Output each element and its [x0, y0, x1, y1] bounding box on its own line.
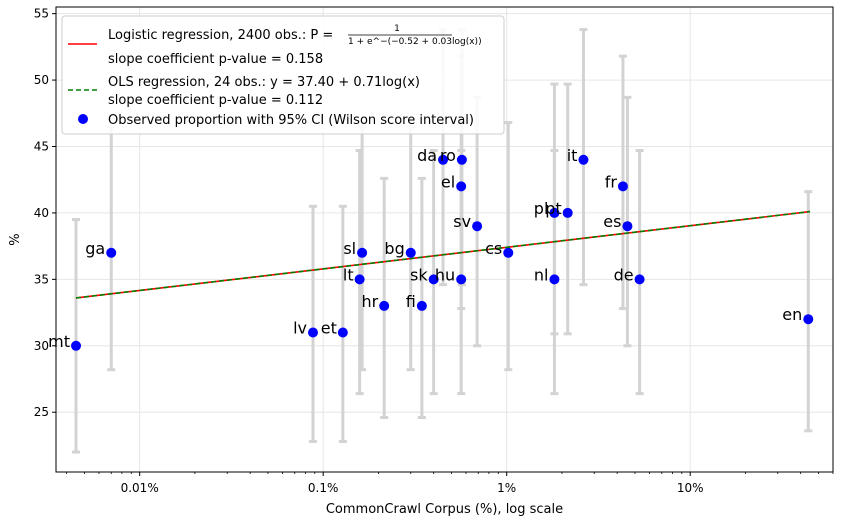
- point-label-pt: pt: [545, 199, 561, 218]
- legend-logistic-label: Logistic regression, 2400 obs.: P =: [108, 28, 333, 43]
- point-nl: [549, 274, 560, 285]
- regression-lines: [75, 210, 811, 299]
- y-axis-label: %: [8, 233, 23, 245]
- point-label-fr: fr: [605, 172, 618, 191]
- point-cs: [503, 247, 514, 258]
- y-axis-ticks: 25 30 35 40 45 50 55: [34, 7, 56, 419]
- legend-box: [61, 15, 505, 135]
- y-tick-label: 55: [34, 7, 49, 21]
- y-tick-label: 45: [34, 140, 49, 154]
- legend-ols-pvalue: slope coefficient p-value = 0.112: [108, 93, 323, 108]
- legend-ols-label: OLS regression, 24 obs.: y = 37.40 + 0.7…: [108, 75, 420, 90]
- legend-logistic-pvalue: slope coefficient p-value = 0.158: [108, 52, 323, 67]
- point-label-sk: sk: [410, 265, 428, 284]
- point-label-hr: hr: [361, 292, 378, 311]
- point-en: [803, 314, 814, 325]
- point-da: [438, 154, 449, 165]
- point-bg: [405, 247, 416, 258]
- point-lt: [354, 274, 365, 285]
- point-ro: [456, 154, 467, 165]
- point-pl: [549, 207, 560, 218]
- point-hu: [456, 274, 467, 285]
- x-tick-label: 10%: [677, 481, 704, 495]
- point-et: [337, 327, 348, 338]
- point-label-es: es: [603, 212, 621, 231]
- point-es: [622, 221, 633, 232]
- point-label-en: en: [782, 305, 802, 324]
- x-axis-label: CommonCrawl Corpus (%), log scale: [326, 502, 563, 517]
- point-el: [456, 181, 467, 192]
- point-label-fi: fi: [406, 292, 416, 311]
- point-label-et: et: [321, 319, 337, 338]
- point-label-cs: cs: [485, 239, 502, 258]
- point-label-el: el: [441, 172, 455, 191]
- point-label-lv: lv: [293, 319, 307, 338]
- point-label-da: da: [417, 146, 437, 165]
- y-tick-label: 50: [34, 73, 49, 87]
- point-label-it: it: [567, 146, 578, 165]
- point-ga: [106, 247, 117, 258]
- x-tick-label: 0.1%: [308, 481, 339, 495]
- point-sv: [472, 221, 483, 232]
- point-sk: [428, 274, 439, 285]
- point-label-lt: lt: [343, 265, 354, 284]
- point-label-de: de: [614, 265, 634, 284]
- point-label-nl: nl: [534, 265, 549, 284]
- point-label-pl: pl: [534, 199, 549, 218]
- point-de: [634, 274, 645, 285]
- y-tick-label: 30: [34, 339, 49, 353]
- point-lv: [307, 327, 318, 338]
- x-tick-label: 0.01%: [121, 481, 159, 495]
- point-mt: [71, 340, 82, 351]
- legend: Logistic regression, 2400 obs.: P = 1 1 …: [61, 15, 505, 135]
- plot-frame: [55, 6, 834, 473]
- x-axis-ticks: 0.01% 0.1% 1% 10%: [66, 472, 834, 495]
- legend-observed-label: Observed proportion with 95% CI (Wilson …: [108, 113, 474, 128]
- y-tick-label: 40: [34, 206, 49, 220]
- y-tick-label: 35: [34, 272, 49, 286]
- point-label-ga: ga: [85, 239, 105, 258]
- point-sl: [357, 247, 368, 258]
- legend-logistic-numerator: 1: [394, 24, 400, 34]
- point-label-bg: bg: [384, 239, 404, 258]
- legend-observed-marker: [78, 114, 88, 124]
- point-label-mt: mt: [48, 332, 70, 351]
- point-label-sl: sl: [343, 239, 356, 258]
- y-tick-label: 25: [34, 405, 49, 419]
- ols-regression-line: [75, 210, 811, 299]
- point-it: [578, 154, 589, 165]
- x-tick-label: 1%: [497, 481, 516, 495]
- point-label-hu: hu: [435, 265, 455, 284]
- point-fi: [416, 300, 427, 311]
- point-hr: [379, 300, 390, 311]
- point-label-sv: sv: [453, 212, 471, 231]
- data-points: [71, 154, 814, 351]
- legend-logistic-denominator: 1 + e^−(−0.52 + 0.03log(x)): [348, 37, 482, 47]
- point-label-ro: ro: [440, 146, 456, 165]
- point-fr: [617, 181, 628, 192]
- point-pt: [562, 207, 573, 218]
